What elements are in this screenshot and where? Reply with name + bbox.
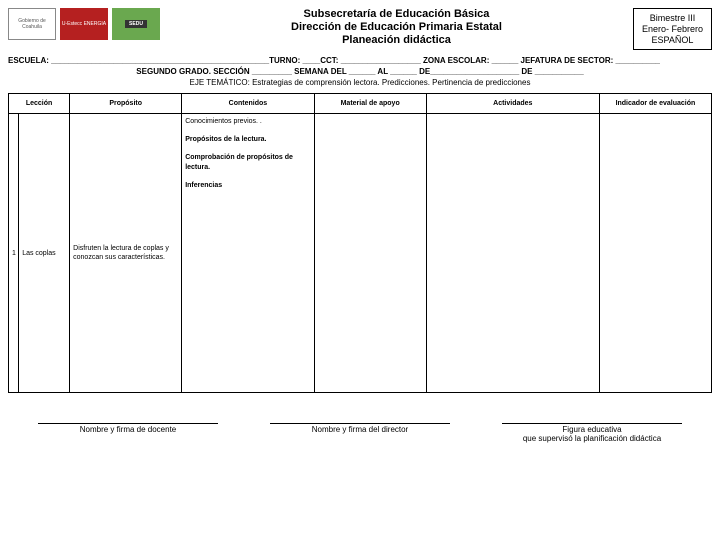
title-line-2: Dirección de Educación Primaria Estatal [168, 21, 625, 34]
bimestre-line-3: ESPAÑOL [642, 35, 703, 46]
header: Gobierno de Coahuila U-Estecc ENERGIA SE… [8, 8, 712, 50]
eje-line: EJE TEMÁTICO: Estrategias de comprensión… [8, 78, 712, 87]
sig-figura-label-2: que supervisó la planificación didáctica [502, 434, 682, 443]
th-material: Material de apoyo [314, 94, 426, 114]
main-table: Lección Propósito Contenidos Material de… [8, 93, 712, 393]
logo-coahuila: Gobierno de Coahuila [8, 8, 56, 40]
logos: Gobierno de Coahuila U-Estecc ENERGIA SE… [8, 8, 160, 40]
signature-docente: Nombre y firma de docente [38, 423, 218, 443]
table-row: 1 Las coplas Disfruten la lectura de cop… [9, 114, 712, 393]
footer: Nombre y firma de docente Nombre y firma… [8, 423, 712, 443]
cell-proposito: Disfruten la lectura de coplas y conozca… [70, 114, 182, 393]
cell-indicador [599, 114, 711, 393]
cell-actividades [426, 114, 599, 393]
cell-num: 1 [9, 114, 19, 393]
th-proposito: Propósito [70, 94, 182, 114]
escuela-line: ESCUELA: _______________________________… [8, 56, 712, 65]
th-leccion: Lección [9, 94, 70, 114]
cont-3: Comprobación de propósitos de lectura. [185, 153, 310, 173]
th-actividades: Actividades [426, 94, 599, 114]
title-line-3: Planeación didáctica [168, 34, 625, 47]
cell-material [314, 114, 426, 393]
sig-docente-label: Nombre y firma de docente [38, 425, 218, 434]
cont-4: Inferencias [185, 181, 310, 191]
bimestre-line-1: Bimestre III [642, 13, 703, 24]
sig-figura-label-1: Figura educativa [502, 425, 682, 434]
bimestre-box: Bimestre III Enero- Febrero ESPAÑOL [633, 8, 712, 50]
th-indicador: Indicador de evaluación [599, 94, 711, 114]
cell-contenidos: Conocimientos previos. . Propósitos de l… [182, 114, 314, 393]
cont-2: Propósitos de la lectura. [185, 135, 310, 145]
sedu-label: SEDU [125, 20, 147, 28]
segundo-line: SEGUNDO GRADO. SECCIÓN _________ SEMANA … [8, 67, 712, 76]
title-line-1: Subsecretaría de Educación Básica [168, 8, 625, 21]
signature-figura: Figura educativa que supervisó la planif… [502, 423, 682, 443]
sig-director-label: Nombre y firma del director [270, 425, 450, 434]
signature-director: Nombre y firma del director [270, 423, 450, 443]
th-contenidos: Contenidos [182, 94, 314, 114]
bimestre-line-2: Enero- Febrero [642, 24, 703, 35]
logo-energia: U-Estecc ENERGIA [60, 8, 108, 40]
logo-sedu: SEDU [112, 8, 160, 40]
cont-1: Conocimientos previos. . [185, 117, 310, 127]
cell-leccion: Las coplas [19, 114, 70, 393]
title-block: Subsecretaría de Educación Básica Direcc… [168, 8, 625, 48]
